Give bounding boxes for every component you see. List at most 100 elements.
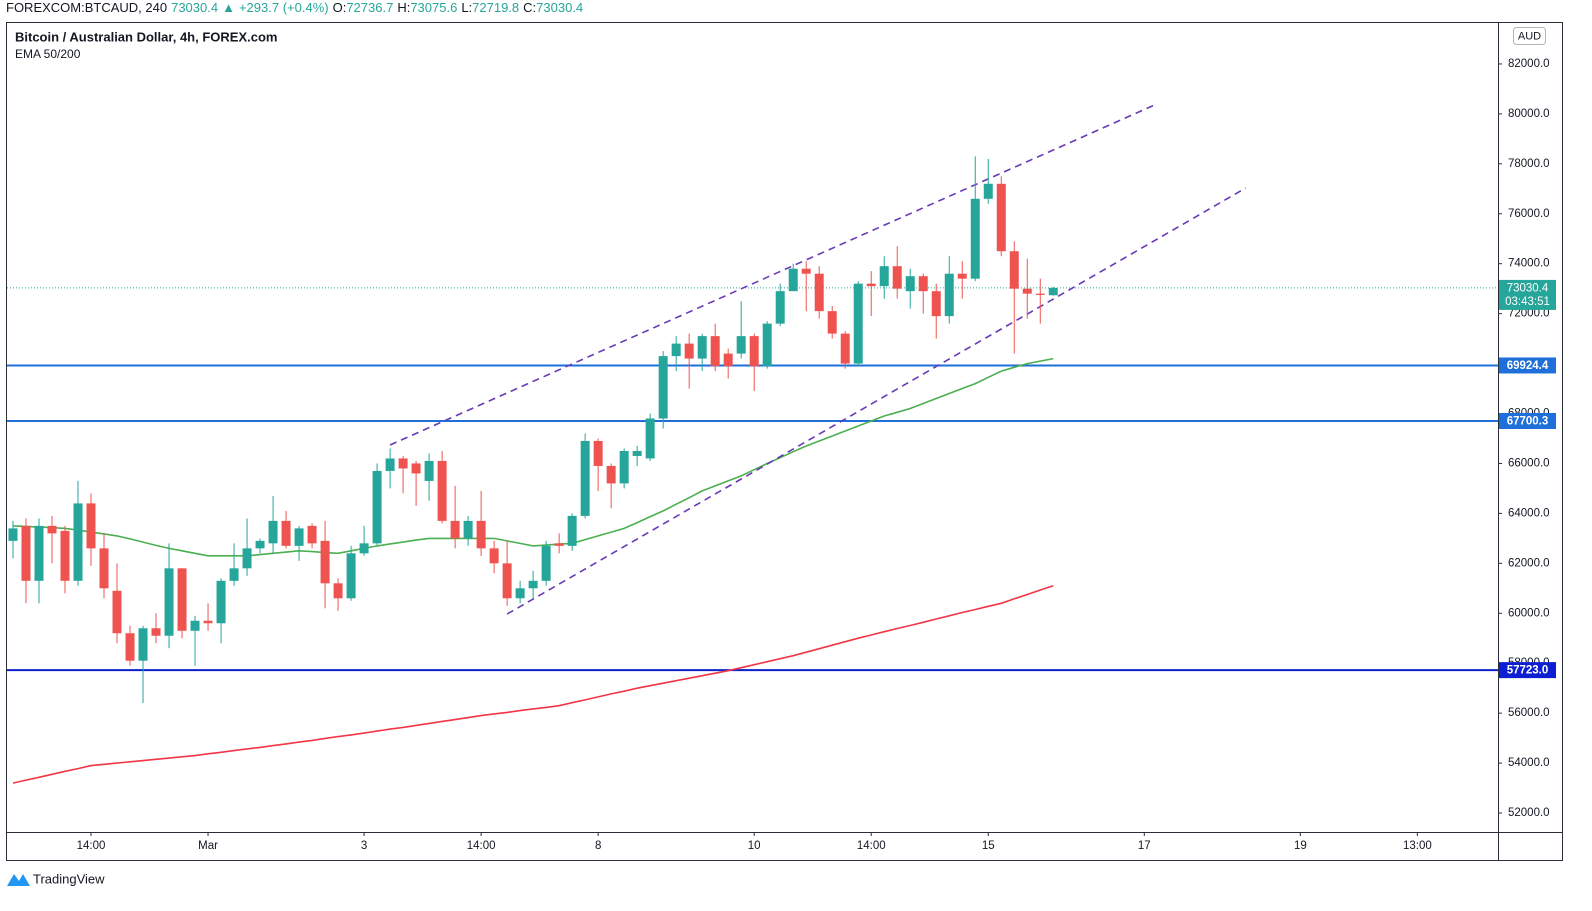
candle-body	[892, 266, 902, 289]
candle-body	[190, 620, 200, 631]
ohlc-value: 72736.7	[346, 0, 394, 15]
candle-body	[294, 528, 304, 546]
candle-body	[73, 503, 83, 581]
candle-body	[320, 540, 330, 584]
candle-body	[385, 458, 395, 471]
candle-body	[528, 580, 538, 589]
candle-body	[749, 336, 759, 367]
candle-body	[957, 273, 967, 279]
candle-body	[346, 553, 356, 599]
candle-body	[86, 503, 96, 549]
candle-body	[268, 520, 278, 544]
candle-body	[1022, 288, 1032, 294]
y-tick-label: 60000.0	[1508, 607, 1550, 619]
last-price: 73030.4	[171, 0, 219, 15]
candle-body	[736, 336, 746, 354]
last-price-tag	[1499, 279, 1556, 310]
tradingview-logo[interactable]: TradingView	[7, 871, 105, 886]
candle-body	[372, 470, 382, 544]
symbol-header: FOREXCOM:BTCAUD, 240 73030.4 ▲ +293.7 (+0.4…	[6, 0, 591, 18]
y-tick-label: 76000.0	[1508, 208, 1550, 220]
ohlc-label: C:	[523, 0, 537, 15]
y-tick-label: 72000.0	[1508, 308, 1550, 320]
candle-body	[788, 268, 798, 292]
candle-body	[424, 460, 434, 481]
candle-body	[801, 268, 811, 274]
ohlc-value: 73075.6	[410, 0, 458, 15]
candle-body	[918, 276, 928, 292]
x-tick-label: 14:00	[77, 840, 106, 852]
y-tick-label: 66000.0	[1508, 457, 1550, 469]
candle-body	[216, 580, 226, 624]
candle-body	[307, 525, 317, 544]
x-tick-label: 3	[361, 840, 367, 852]
change: +293.7 (+0.4%)	[238, 0, 329, 15]
candle-body	[723, 353, 733, 367]
chart-title: Bitcoin / Australian Dollar, 4h, FOREX.c…	[15, 29, 277, 44]
ema-line	[12, 585, 1054, 784]
x-tick-label: 19	[1294, 840, 1307, 852]
ohlc-label: H:	[397, 0, 411, 15]
candle-body	[8, 528, 18, 541]
candle-body	[775, 291, 785, 324]
candle-body	[1048, 287, 1058, 296]
candle-body	[580, 440, 590, 516]
candle-body	[255, 540, 265, 549]
level-tag	[1499, 412, 1556, 429]
candle-body	[762, 323, 772, 367]
x-tick-label: 15	[982, 840, 995, 852]
y-tick-label: 78000.0	[1508, 158, 1550, 170]
logo-icon	[7, 874, 30, 886]
currency-box[interactable]	[1513, 27, 1546, 45]
chart-subtitle: EMA 50/200	[15, 47, 81, 61]
candle-body	[645, 418, 655, 459]
candle-body	[866, 283, 876, 287]
candle-body	[814, 273, 824, 312]
x-tick-label: 8	[595, 840, 601, 852]
candle-body	[853, 283, 863, 364]
y-tick-label: 52000.0	[1508, 807, 1550, 819]
ohlc: O:72736.7 H:73075.6 L:72719.8 C:73030.4	[333, 0, 588, 15]
plot-area	[7, 104, 1498, 784]
candle-body	[541, 545, 551, 581]
level-tag-label: 67700.3	[1507, 416, 1549, 428]
countdown-label: 03:43:51	[1505, 296, 1550, 308]
candle-body	[996, 183, 1006, 252]
candle-body	[112, 590, 122, 634]
candle-body	[1035, 293, 1045, 295]
symbol: FOREXCOM:BTCAUD, 240	[6, 0, 168, 15]
x-tick-label: Mar	[198, 840, 218, 852]
x-tick-label: 17	[1138, 840, 1151, 852]
candle-body	[281, 520, 291, 546]
candle-body	[840, 333, 850, 364]
candle-body	[879, 266, 889, 287]
candle-body	[203, 620, 213, 624]
candle-body	[333, 583, 343, 599]
candle-body	[632, 450, 642, 456]
y-tick-label: 56000.0	[1508, 707, 1550, 719]
candle-body	[463, 520, 473, 539]
candle-body	[34, 525, 44, 581]
ohlc-value: 73030.4	[536, 0, 584, 15]
candle-body	[60, 530, 70, 581]
chart-frame	[6, 22, 1563, 861]
candle-body	[697, 336, 707, 359]
candle-body	[359, 543, 369, 554]
currency-label[interactable]: AUD	[1518, 30, 1541, 42]
candle-body	[489, 548, 499, 564]
y-tick-label: 80000.0	[1508, 108, 1550, 120]
candle-body	[684, 343, 694, 359]
candle-body	[515, 588, 525, 599]
ohlc-label: L:	[461, 0, 473, 15]
candle-body	[1009, 251, 1019, 289]
candle-body	[47, 525, 57, 534]
level-tag	[1499, 662, 1556, 679]
candle-body	[658, 356, 668, 419]
ohlc-label: O:	[332, 0, 347, 15]
candle-body	[710, 336, 720, 367]
candle-body	[229, 568, 239, 581]
candle-body	[450, 520, 460, 539]
candle-body	[242, 548, 252, 569]
